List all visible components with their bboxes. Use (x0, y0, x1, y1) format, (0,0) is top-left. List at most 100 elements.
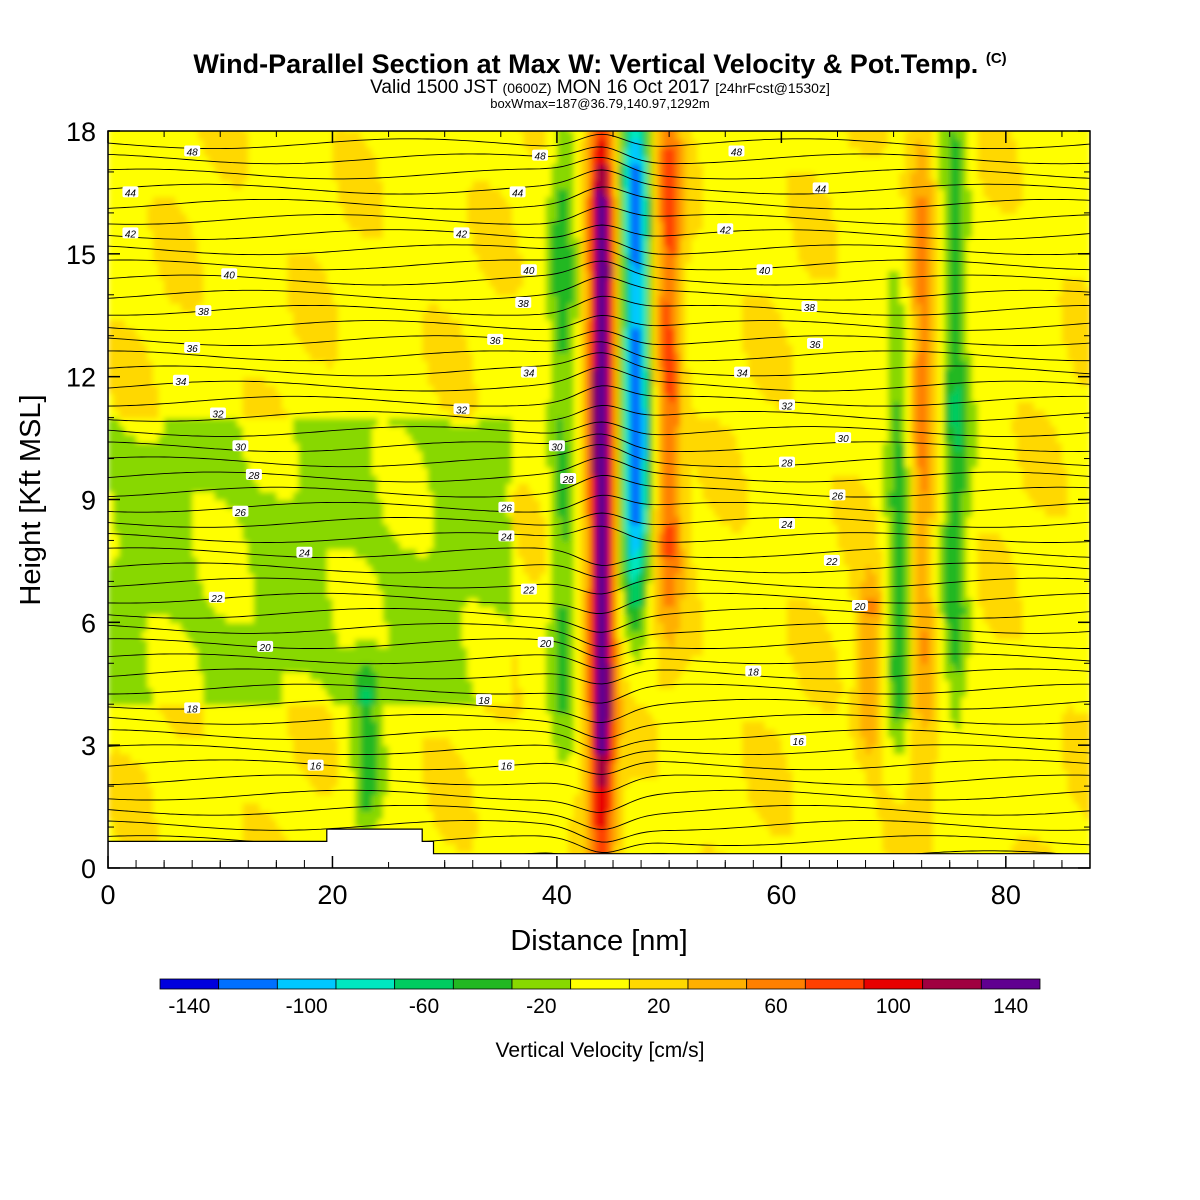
theta-label: 26 (498, 501, 515, 515)
theta-label: 20 (257, 640, 274, 654)
y-tick-label: 0 (81, 854, 96, 884)
theta-label: 16 (498, 759, 515, 773)
theta-contour-line (108, 330, 1090, 346)
colorbar-tick-label: -20 (526, 995, 556, 1018)
theta-label: 30 (835, 432, 852, 445)
theta-label: 18 (184, 702, 201, 715)
theta-label: 40 (221, 268, 238, 281)
forecast-info: [24hrFcst@1530z] (715, 80, 830, 96)
theta-contour-line (108, 341, 1090, 362)
x-tick-label: 0 (100, 880, 115, 910)
theta-contour-line (108, 804, 1090, 830)
colorbar-tick-label: 140 (993, 995, 1028, 1018)
theta-contour-line (108, 238, 1090, 256)
theta-contour-line (108, 276, 1090, 301)
colorbar-swatch (687, 978, 748, 990)
theta-label: 38 (195, 305, 212, 318)
theta-label: 22 (208, 591, 225, 605)
theta-label: 20 (537, 636, 554, 650)
x-tick-label: 80 (991, 880, 1021, 910)
x-tick-label: 40 (542, 880, 572, 910)
colorbar-swatch (276, 978, 337, 990)
theta-contour-line (108, 547, 1090, 566)
theta-contour-line (108, 714, 1090, 739)
theta-contour-line (108, 512, 1090, 528)
colorbar-tick-label: 20 (647, 995, 670, 1018)
y-axis-label: Height [Kft MSL] (15, 394, 47, 605)
theta-contour-line (108, 623, 1090, 648)
valid-date: MON 16 Oct 2017 (556, 77, 710, 98)
y-tick-label: 9 (81, 486, 96, 516)
theta-label: 44 (122, 186, 139, 199)
y-tick-label: 18 (66, 117, 96, 147)
theta-label: 44 (812, 182, 829, 195)
theta-contour-line (108, 385, 1090, 407)
theta-label: 28 (560, 473, 577, 486)
colorbar-tick-label: 60 (764, 995, 787, 1018)
theta-contour-line (108, 421, 1090, 437)
theta-contour-line (108, 295, 1090, 316)
colorbar-tick-label: 100 (876, 995, 911, 1018)
colorbar-swatch (452, 978, 513, 990)
theta-label: 48 (728, 145, 745, 158)
colorbar-swatch (218, 978, 278, 990)
theta-contour-line (108, 206, 1090, 225)
title-text: Wind-Parallel Section at Max W: Vertical… (193, 49, 979, 79)
theta-contour-line (108, 314, 1090, 331)
theta-contour-line (108, 474, 1090, 498)
theta-contour-line (108, 133, 1090, 150)
colorbar-swatch (804, 978, 865, 990)
theta-contour-line (108, 607, 1090, 633)
theta-contour-line (108, 820, 1090, 843)
theta-contour-line (108, 729, 1090, 751)
theta-contour-line (108, 494, 1090, 513)
x-axis-label: Distance [nm] (510, 925, 687, 957)
chart-title: Wind-Parallel Section at Max W: Vertical… (0, 44, 1200, 79)
theta-label: 42 (122, 227, 139, 240)
x-tick-label: 60 (766, 880, 796, 910)
colorbar: -140 -100 -60 -20 20 60 100 140 (159, 978, 1041, 1018)
theta-label: 26 (829, 489, 846, 502)
colorbar-swatch (394, 978, 454, 990)
colorbar-tick-label: -60 (409, 995, 439, 1018)
y-tick-label: 12 (66, 363, 96, 393)
theta-contour-line (108, 457, 1090, 483)
theta-label: 38 (801, 301, 818, 314)
theta-label: 20 (851, 599, 868, 613)
colorbar-swatch (335, 978, 396, 990)
theta-label: 32 (453, 403, 470, 416)
theta-label: 16 (307, 759, 324, 773)
copyright-mark: (C) (985, 50, 1007, 67)
theta-contour-line (108, 156, 1090, 180)
y-tick-label: 6 (81, 608, 96, 638)
theta-label: 40 (756, 264, 773, 277)
theta-label: 36 (184, 342, 201, 355)
theta-label: 36 (487, 333, 504, 347)
theta-contour-line (108, 352, 1090, 377)
theta-label: 44 (509, 186, 526, 199)
y-tick-label: 3 (81, 731, 96, 761)
utc-time: (0600Z) (502, 80, 552, 96)
theta-contour-line (108, 366, 1090, 392)
valid-time-line: Valid 1500 JST (0600Z) MON 16 Oct 2017 [… (0, 77, 1200, 98)
theta-label: 18 (745, 665, 762, 678)
theta-label: 22 (520, 583, 537, 597)
theta-contour-line (108, 577, 1090, 595)
theta-contour-line (108, 444, 1090, 468)
theta-contour-line (108, 744, 1090, 761)
theta-contour-line (108, 653, 1090, 670)
theta-label: 34 (734, 366, 751, 380)
colorbar-tick-label: -100 (286, 995, 328, 1018)
y-tick-label: 15 (66, 240, 96, 270)
colorbar-swatch (159, 978, 220, 990)
theta-label: 42 (453, 227, 470, 240)
boxwmax-line: boxWmax=187@36.79,140.97,1292m (490, 96, 710, 111)
theta-label: 24 (296, 546, 313, 560)
theta-label: 30 (232, 440, 249, 453)
theta-label: 16 (790, 735, 807, 748)
theta-contour-line (108, 405, 1090, 422)
theta-label: 36 (807, 337, 824, 351)
theta-label: 24 (778, 518, 795, 531)
theta-label: 24 (498, 530, 515, 543)
